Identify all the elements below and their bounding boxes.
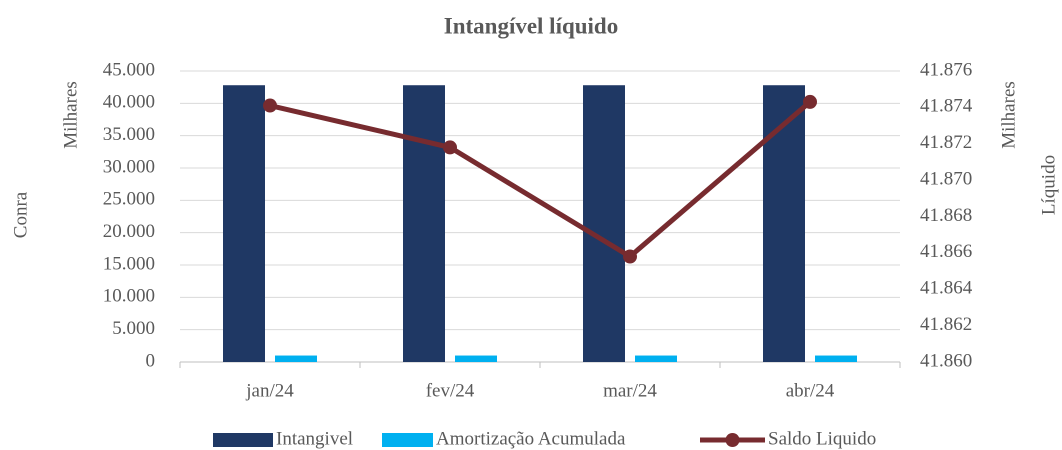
bar bbox=[455, 355, 497, 362]
bar bbox=[763, 85, 805, 362]
legend-label: Saldo Liquido bbox=[768, 428, 876, 449]
bar bbox=[223, 85, 265, 362]
line-marker bbox=[623, 249, 637, 264]
y2-tick-label: 41.862 bbox=[920, 314, 972, 335]
bar bbox=[635, 355, 677, 362]
y2-axis-title: Líquido bbox=[1038, 155, 1059, 215]
x-tick-label: fev/24 bbox=[426, 380, 475, 401]
y-axis-title: Conra bbox=[10, 191, 31, 238]
y2-tick-label: 41.866 bbox=[920, 241, 972, 262]
x-tick-label: abr/24 bbox=[786, 380, 835, 401]
y-tick-label: 40.000 bbox=[103, 92, 155, 113]
y-tick-label: 10.000 bbox=[103, 286, 155, 307]
legend-marker bbox=[725, 433, 740, 447]
legend-swatch bbox=[382, 433, 433, 447]
line-marker bbox=[803, 94, 817, 109]
legend-label: Amortização Acumulada bbox=[436, 428, 626, 449]
y-tick-label: 25.000 bbox=[103, 189, 155, 210]
y-tick-label: 30.000 bbox=[103, 156, 155, 177]
y-tick-label: 35.000 bbox=[103, 124, 155, 145]
y-tick-label: 45.000 bbox=[103, 59, 155, 80]
line-series bbox=[269, 100, 812, 260]
y-tick-label: 15.000 bbox=[103, 253, 155, 274]
y2-tick-label: 41.874 bbox=[920, 96, 973, 117]
line-marker bbox=[443, 140, 457, 155]
y-tick-label: 20.000 bbox=[103, 221, 155, 242]
y2-tick-label: 41.860 bbox=[920, 350, 972, 371]
y2-tick-label: 41.870 bbox=[920, 168, 972, 189]
chart-title: Intangível líquido bbox=[444, 13, 618, 38]
bar bbox=[403, 85, 445, 362]
bar bbox=[815, 355, 857, 362]
y2-axis-label: Milhares bbox=[998, 81, 1019, 149]
legend-label: Intangivel bbox=[276, 428, 353, 449]
x-tick-label: jan/24 bbox=[245, 380, 294, 401]
y-axis-label: Milhares bbox=[60, 81, 81, 149]
y2-tick-label: 41.868 bbox=[920, 205, 972, 226]
bar bbox=[583, 85, 625, 362]
x-tick-label: mar/24 bbox=[603, 380, 657, 401]
y2-tick-label: 41.876 bbox=[920, 59, 972, 80]
y-tick-label: 5.000 bbox=[112, 318, 155, 339]
y2-tick-label: 41.872 bbox=[920, 132, 972, 153]
y-tick-label: 0 bbox=[146, 350, 156, 371]
legend-swatch bbox=[213, 433, 273, 447]
line-marker bbox=[263, 98, 277, 113]
bar bbox=[275, 355, 317, 362]
y2-tick-label: 41.864 bbox=[920, 278, 973, 299]
